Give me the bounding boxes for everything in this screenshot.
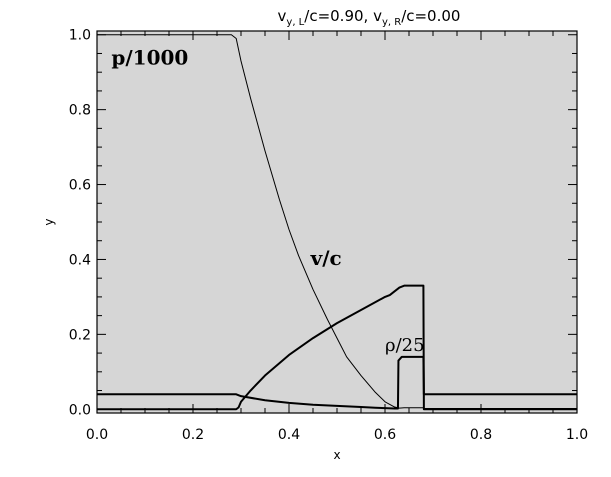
series-p-1000-line	[97, 34, 577, 410]
plot-area	[97, 31, 577, 413]
x-axis-label: x	[333, 448, 340, 462]
x-tick-label: 0.2	[182, 427, 204, 443]
x-tick-label: 0.8	[470, 427, 492, 443]
annotation-label: v/c	[310, 246, 342, 270]
x-tick-label: 1.0	[566, 427, 588, 443]
y-axis-label: y	[42, 218, 56, 225]
x-tick-label: 0.4	[278, 427, 300, 443]
series-layer	[97, 34, 577, 411]
annotation-label: ρ/25	[385, 335, 425, 356]
y-tick-label: 0.2	[69, 327, 91, 343]
ticks-layer: 0.0 0.2 0.4 0.6 0.8 1.0 0.0 0.2 0.4 0.6 0.8 1.0	[69, 28, 588, 443]
y-tick-label: 0.0	[69, 402, 91, 418]
y-tick-label: 0.8	[69, 103, 91, 119]
chart-title: vy, L/c=0.90, vy, R/c=0.00	[278, 7, 461, 28]
series-25-line	[97, 355, 577, 410]
y-tick-label: 0.4	[69, 252, 91, 268]
y-tick-label: 0.6	[69, 178, 91, 194]
series-v-c-line	[97, 284, 577, 411]
x-tick-label: 0.6	[374, 427, 396, 443]
x-tick-label: 0.0	[86, 427, 108, 443]
y-tick-label: 1.0	[69, 28, 91, 44]
annotation-label: p/1000	[111, 46, 188, 70]
annotation-layer: p/1000 v/c ρ/25	[111, 46, 425, 356]
